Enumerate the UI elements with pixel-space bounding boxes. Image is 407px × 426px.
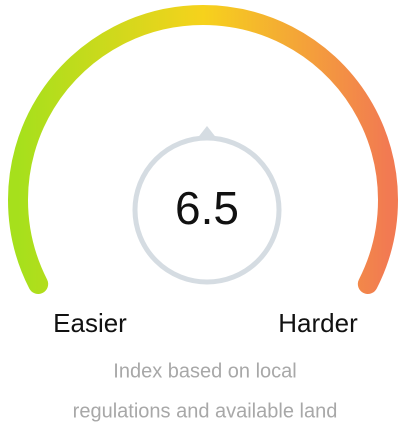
value-pointer bbox=[196, 126, 218, 140]
gauge-arc bbox=[8, 5, 398, 294]
value-label: 6.5 bbox=[175, 182, 239, 234]
subtitle-line: Index based on local bbox=[113, 360, 296, 382]
min-label: Easier bbox=[53, 308, 127, 338]
subtitle-line: regulations and available land bbox=[73, 400, 338, 422]
max-label: Harder bbox=[278, 308, 358, 338]
